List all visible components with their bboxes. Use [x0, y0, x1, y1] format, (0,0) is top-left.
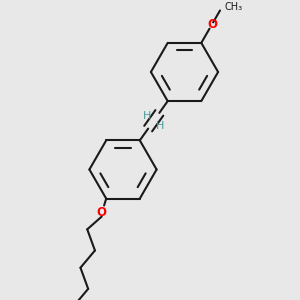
- Text: H: H: [156, 121, 164, 130]
- Text: CH₃: CH₃: [224, 2, 243, 11]
- Text: O: O: [97, 206, 107, 219]
- Text: H: H: [143, 111, 152, 121]
- Text: O: O: [207, 18, 217, 31]
